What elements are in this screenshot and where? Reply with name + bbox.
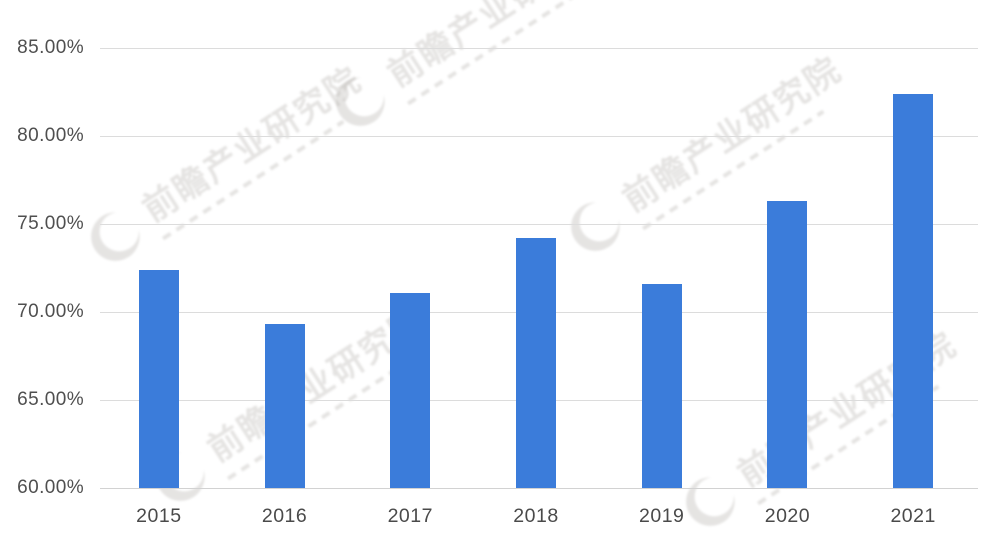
bar-2018 — [516, 238, 556, 488]
gridline — [100, 224, 978, 225]
x-tick-label: 2016 — [261, 505, 308, 527]
y-tick-label: 60.00% — [17, 477, 84, 498]
x-tick-label: 2015 — [136, 505, 182, 527]
bar-2019 — [641, 283, 682, 488]
bar-2017 — [390, 292, 431, 488]
gridline — [100, 488, 978, 489]
x-tick-label: 2018 — [513, 505, 559, 527]
y-tick-label: 80.00% — [17, 125, 84, 146]
y-tick-label: 85.00% — [17, 37, 84, 58]
bar-2016 — [264, 324, 305, 488]
gridline — [100, 136, 978, 137]
x-tick-label: 2020 — [764, 505, 811, 527]
gridline — [100, 48, 978, 49]
bar-2021 — [893, 93, 934, 488]
x-tick-label: 2021 — [890, 505, 936, 527]
bar-2020 — [767, 201, 808, 488]
x-tick-label: 2019 — [639, 505, 685, 527]
y-tick-label: 65.00% — [17, 389, 84, 410]
x-tick-label: 2017 — [387, 505, 433, 527]
bar-2015 — [138, 269, 179, 488]
y-tick-label: 75.00% — [17, 213, 84, 234]
y-tick-label: 70.00% — [17, 301, 84, 322]
